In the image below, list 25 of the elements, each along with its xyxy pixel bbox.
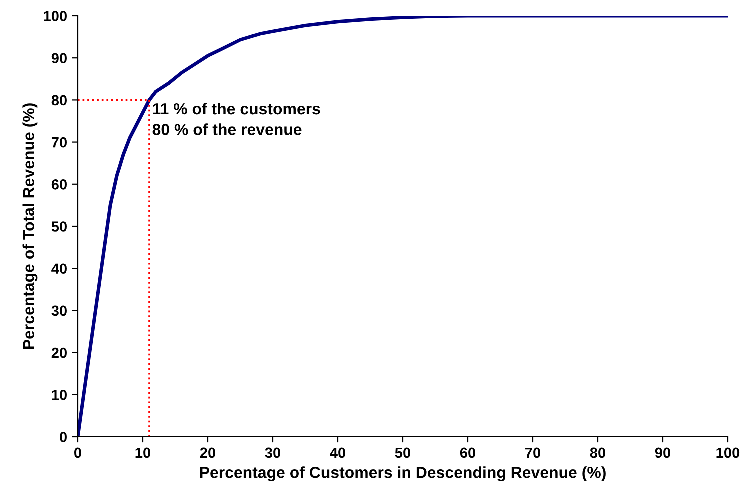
x-tick-label: 100	[716, 448, 740, 458]
x-tick-label: 10	[136, 448, 151, 458]
x-tick-label: 0	[74, 448, 82, 458]
y-tick-label: 60	[52, 180, 67, 190]
y-tick-label: 20	[52, 348, 67, 358]
y-tick-label: 10	[52, 390, 67, 400]
y-tick-label: 50	[52, 222, 67, 232]
y-tick-label: 80	[52, 95, 67, 106]
x-tick-label: 40	[330, 448, 346, 458]
y-axis-title: Percentage of Total Revenue (%)	[22, 104, 38, 350]
x-tick-label: 50	[395, 448, 411, 458]
x-tick-label: 80	[590, 448, 606, 458]
x-tick-label: 30	[265, 448, 281, 458]
x-tick-label: 90	[655, 448, 671, 458]
y-tick-label: 40	[52, 264, 67, 274]
y-tick-label: 0	[60, 432, 67, 442]
y-tick-label: 30	[52, 306, 67, 316]
y-tick-label: 70	[52, 137, 67, 148]
x-tick-label: 60	[460, 448, 476, 458]
y-tick-label: 90	[52, 53, 67, 64]
annotation: 11 % of the customers 80 % of the revenue	[152, 102, 320, 136]
x-tick-label: 20	[200, 448, 216, 458]
x-tick-label: 70	[526, 448, 541, 458]
x-axis-title: Percentage of Customers in Descending Revenue (%)	[200, 466, 606, 482]
y-tick-label: 100	[44, 11, 67, 22]
